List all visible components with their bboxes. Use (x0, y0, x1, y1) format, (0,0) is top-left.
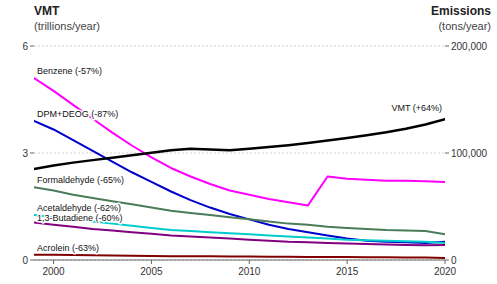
grid-line (34, 46, 445, 47)
series-line (34, 119, 445, 169)
series-label: Acetaldehyde (-62%) (37, 203, 121, 213)
x-tick-label: 2005 (140, 266, 163, 277)
grid-line (34, 260, 445, 261)
left-axis-units: (trillions/year) (34, 20, 100, 32)
y2-tick (445, 46, 449, 47)
y2-tick-label: 200,000 (451, 41, 488, 52)
series-labels: VMT (+64%) Benzene (-57%) DPM+DEOG (-87%) F… (37, 66, 442, 253)
grid (34, 46, 445, 260)
chart: VMT (trillions/year) Emissions (tons/year) 2… (0, 0, 497, 284)
x-axis-line (34, 260, 445, 261)
y2-tick (445, 260, 449, 261)
x-tick (53, 260, 54, 264)
lines (34, 78, 445, 258)
left-axis-title: VMT (34, 4, 60, 18)
x-tick-label: 2020 (434, 266, 457, 277)
x-tick-label: 2000 (42, 266, 65, 277)
right-axis-title: Emissions (431, 4, 491, 18)
x-tick-label: 2015 (336, 266, 359, 277)
y-tick-label: 0 (22, 255, 28, 266)
series-label: Acrolein (-63%) (37, 243, 99, 253)
y-tick (30, 153, 34, 154)
series-label: Formaldehyde (-65%) (37, 175, 124, 185)
y-tick-label: 3 (22, 148, 28, 159)
series-line (34, 187, 445, 234)
series-label: VMT (+64%) (391, 103, 442, 113)
x-tick (249, 260, 250, 264)
y-tick (30, 260, 34, 261)
y2-tick (445, 153, 449, 154)
series-label: 1,3-Butadiene (-60%) (37, 213, 123, 223)
series-label: DPM+DEOG (-87%) (37, 109, 118, 119)
x-tick-label: 2010 (238, 266, 261, 277)
right-axis-units: (tons/year) (438, 20, 491, 32)
series-line (34, 255, 445, 258)
axes: 200020052010201520200360100,000200,000 (22, 41, 487, 278)
series-line (34, 121, 445, 243)
x-tick (445, 260, 446, 264)
series-line (34, 78, 445, 205)
x-tick (347, 260, 348, 264)
y-tick (30, 46, 34, 47)
y2-tick-label: 100,000 (451, 148, 488, 159)
y2-tick-label: 0 (451, 255, 457, 266)
series-label: Benzene (-57%) (37, 66, 102, 76)
x-tick (151, 260, 152, 264)
y-tick-label: 6 (22, 41, 28, 52)
